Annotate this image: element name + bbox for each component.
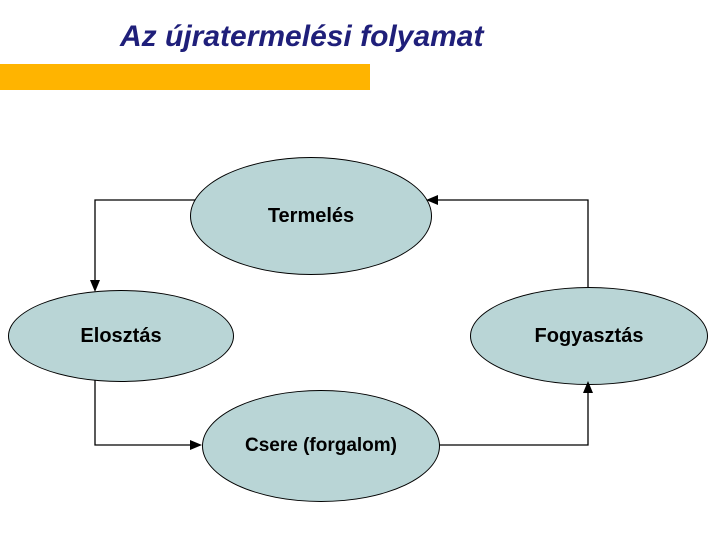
cycle-arrows	[0, 0, 720, 540]
